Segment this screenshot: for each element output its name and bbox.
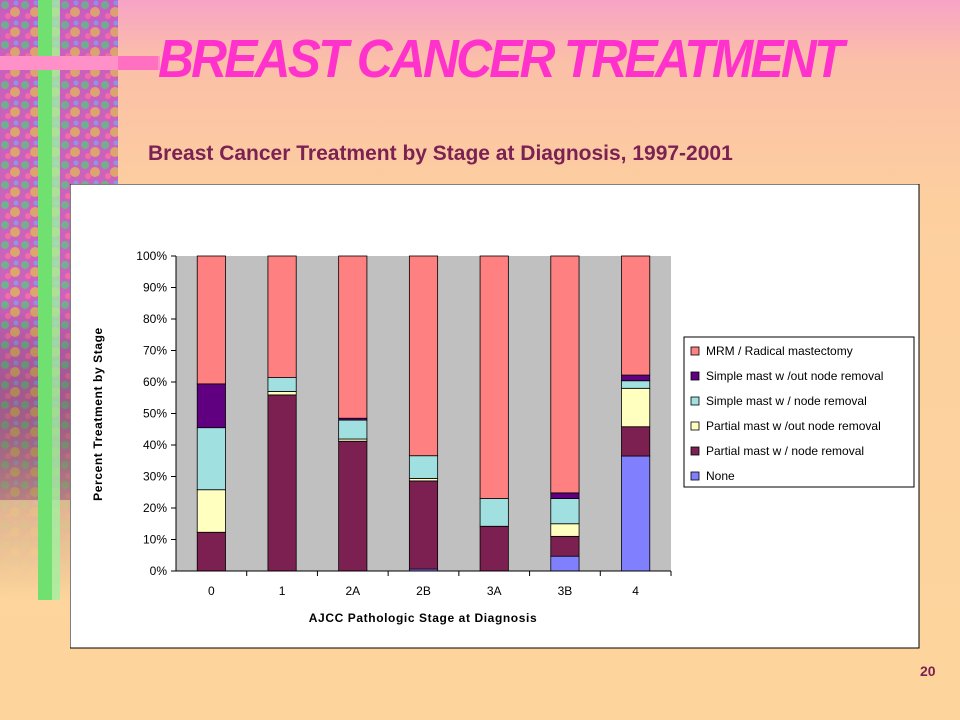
x-tick-label: 2A xyxy=(345,584,360,598)
x-tick-label: 3B xyxy=(558,584,573,598)
bar-segment xyxy=(621,255,651,376)
legend-label: Partial mast w / node removal xyxy=(706,444,864,458)
x-axis-ticks: 0 1 2A 2B 3A 3B 4 xyxy=(208,571,672,598)
legend: MRM / Radical mastectomy Simple mast w /o… xyxy=(683,336,915,488)
y-tick-label: 90% xyxy=(143,281,167,295)
bar-segment xyxy=(550,535,580,557)
bars xyxy=(196,255,651,572)
y-tick-label: 10% xyxy=(143,533,167,547)
bar-segment xyxy=(196,489,226,533)
bar-segment xyxy=(196,427,226,491)
x-axis-label: AJCC Pathologic Stage at Diagnosis xyxy=(309,611,537,625)
y-tick-label: 0% xyxy=(150,564,168,578)
legend-swatch xyxy=(690,396,700,406)
legend-swatch xyxy=(690,421,700,431)
bar-segment xyxy=(550,523,580,537)
bar-segment xyxy=(267,394,297,572)
bar-segment xyxy=(338,419,368,440)
y-tick-label: 70% xyxy=(143,344,167,358)
y-tick-label: 80% xyxy=(143,312,167,326)
bar-segment xyxy=(550,498,580,525)
bar-segment xyxy=(550,492,580,499)
y-tick-label: 50% xyxy=(143,407,167,421)
legend-swatch xyxy=(690,446,700,456)
legend-label: Simple mast w / node removal xyxy=(706,394,867,408)
stacked-bar-chart: 0% 10% 20% 30% 40% 50% 60% 70% 80% 90% 100% 0 1 2A 2B… xyxy=(70,184,920,649)
y-tick-label: 30% xyxy=(143,470,167,484)
x-tick-label: 1 xyxy=(279,584,286,598)
bar-segment xyxy=(621,387,651,428)
bar-segment xyxy=(479,498,509,527)
bar-segment xyxy=(550,555,580,572)
bar-segment xyxy=(479,525,509,572)
y-tick-label: 20% xyxy=(143,501,167,515)
x-tick-label: 2B xyxy=(416,584,431,598)
chart-title: Breast Cancer Treatment by Stage at Diag… xyxy=(148,142,733,165)
legend-label: None xyxy=(706,469,735,483)
y-tick-label: 100% xyxy=(136,249,167,263)
y-axis-ticks: 0% 10% 20% 30% 40% 50% 60% 70% 80% 90% 100% xyxy=(136,249,176,578)
x-tick-label: 0 xyxy=(208,584,215,598)
legend-swatch xyxy=(690,346,700,356)
y-axis-label: Percent Treatment by Stage xyxy=(91,327,105,501)
bar-segment xyxy=(621,380,651,389)
bar-segment xyxy=(408,480,439,570)
bar-segment xyxy=(267,391,297,396)
legend-box xyxy=(683,336,915,488)
bar-segment xyxy=(196,383,226,429)
legend-label: Partial mast w /out node removal xyxy=(706,419,881,433)
bar-segment xyxy=(196,531,226,572)
page-number: 20 xyxy=(920,663,936,679)
bar-segment xyxy=(479,255,509,499)
bar-segment xyxy=(621,374,651,382)
bar-segment xyxy=(550,255,580,494)
bar-segment xyxy=(267,255,297,378)
legend-swatch xyxy=(690,471,700,481)
bar-segment xyxy=(338,440,368,572)
y-tick-label: 60% xyxy=(143,375,167,389)
bar-segment xyxy=(408,455,439,479)
legend-label: Simple mast w /out node removal xyxy=(706,369,883,383)
bar-segment xyxy=(196,255,226,385)
bar-segment xyxy=(267,377,297,392)
bar-segment xyxy=(621,455,651,572)
x-tick-label: 3A xyxy=(487,584,502,598)
x-tick-label: 4 xyxy=(632,584,639,598)
bar-segment xyxy=(621,426,651,457)
y-tick-label: 40% xyxy=(143,438,167,452)
legend-swatch xyxy=(690,371,700,381)
slide-title: BREAST CANCER TREATMENT xyxy=(158,29,844,89)
bar-segment xyxy=(408,255,439,457)
bar-segment xyxy=(338,255,368,419)
legend-label: MRM / Radical mastectomy xyxy=(706,344,853,358)
